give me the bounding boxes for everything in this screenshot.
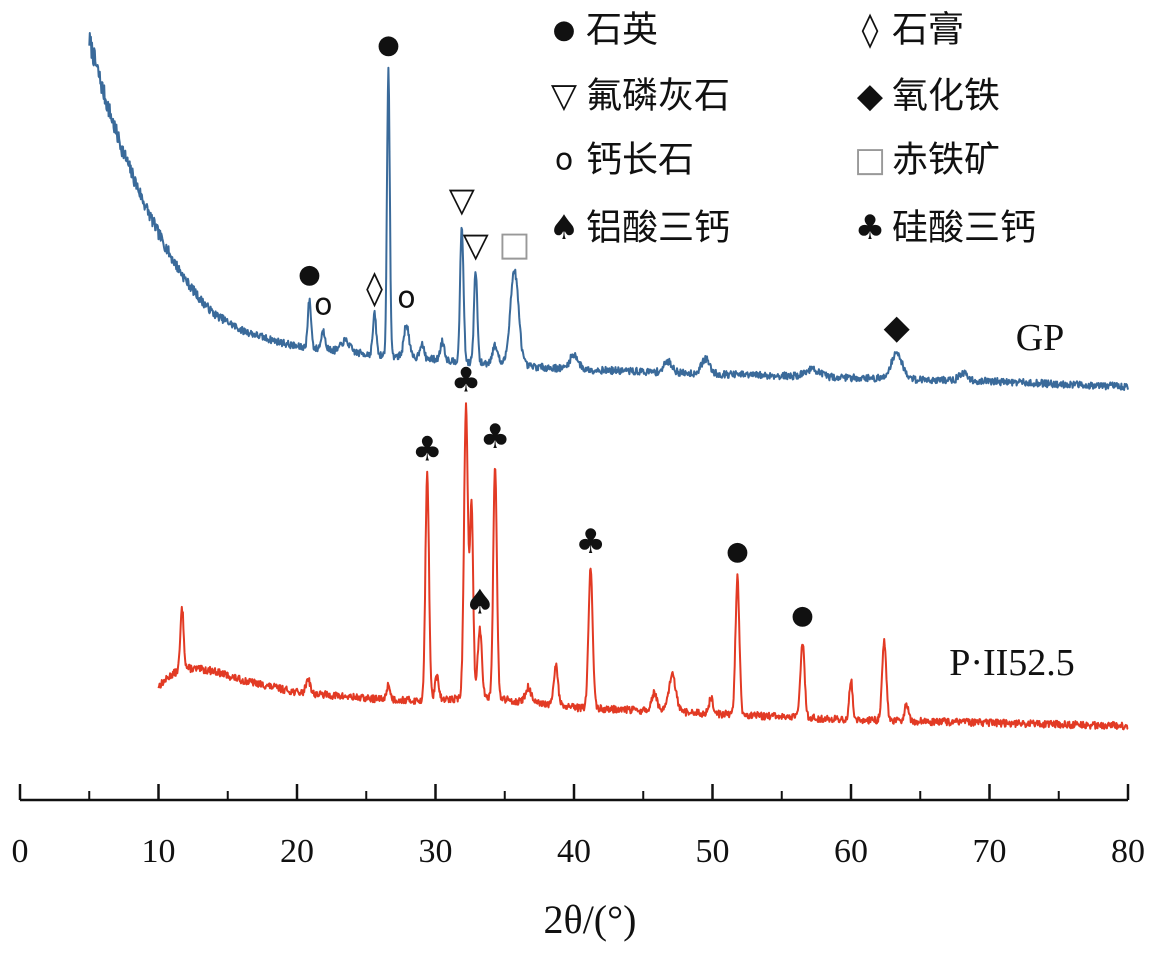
series-0: GP: [88, 32, 1129, 391]
legend-label: 氟磷灰石: [586, 76, 730, 117]
series-label: GP: [1016, 317, 1065, 359]
peak-marker: ♣: [412, 429, 442, 469]
peak-marker: ●: [791, 600, 814, 630]
peak-marker: o: [314, 288, 332, 323]
series-label: P·II52.5: [949, 642, 1075, 684]
legend-item: ◆ 氧化铁: [857, 76, 1000, 117]
legend-label: 氧化铁: [892, 76, 1000, 117]
peak-marker: ●: [553, 15, 576, 45]
peak-marker: o: [555, 143, 573, 178]
peak-marker: ◆: [857, 76, 884, 116]
legend-label: 赤铁矿: [892, 140, 1000, 181]
peak-marker: ♣: [855, 208, 885, 248]
legend-item: o 钙长石: [555, 140, 694, 181]
peak-marker: □: [854, 140, 886, 180]
legend-label: 铝酸三钙: [586, 208, 730, 249]
legend-item: □ 赤铁矿: [854, 140, 1000, 181]
legend-label: 钙长石: [586, 140, 694, 181]
peak-marker: ♣: [575, 522, 605, 562]
series-1: P·II52.5: [157, 402, 1129, 731]
peak-marker: □: [498, 225, 530, 265]
peak-marker: ▽: [551, 76, 578, 116]
peak-marker: ▽: [449, 180, 476, 220]
peak-marker: ◆: [884, 307, 911, 347]
peak-marker: ◊: [366, 268, 383, 308]
x-tick-label: 80: [1111, 833, 1145, 870]
series-layer: GP P·II52.5: [88, 32, 1129, 731]
peak-markers: ●o ◊●o▽▽ □◆♣♣♠♣♣ ●●: [298, 30, 911, 630]
legend-item: ● 石英: [553, 10, 658, 51]
peak-marker: o: [397, 281, 415, 316]
peak-marker: ♣: [480, 417, 510, 457]
peak-marker: ▽: [463, 225, 490, 265]
x-axis-title: 2θ/(°): [544, 897, 637, 942]
peak-marker: ♣: [451, 360, 481, 400]
series-line: [88, 32, 1129, 391]
peak-marker: ●: [726, 536, 749, 566]
x-tick-label: 50: [696, 833, 730, 870]
x-tick-label: 60: [834, 833, 868, 870]
legend-item: ◊ 石膏: [862, 10, 964, 51]
series-line: [157, 402, 1129, 731]
peak-marker: ♠: [465, 583, 495, 623]
legend-label: 石英: [586, 10, 658, 51]
legend-item: ♠ 铝酸三钙: [549, 208, 730, 249]
peak-marker: ◊: [862, 10, 879, 50]
peak-marker: ●: [377, 30, 400, 60]
peak-marker: ●: [298, 259, 321, 289]
x-tick-label: 10: [142, 833, 176, 870]
legend-label: 硅酸三钙: [892, 208, 1036, 249]
x-axis: 0 10 20 30 40 50 60 70 80: [12, 784, 1145, 870]
x-tick-label: 40: [557, 833, 591, 870]
x-tick-label: 30: [419, 833, 453, 870]
x-tick-label: 0: [12, 833, 29, 870]
legend-item: ▽ 氟磷灰石: [551, 76, 730, 117]
peak-marker: ♠: [549, 208, 579, 248]
legend: ● 石英 ◊ 石膏 ▽ 氟磷灰石 ◆ 氧化铁 o 钙长石 □ 赤铁矿 ♠ 铝酸三钙 ♣ 硅酸三钙: [549, 10, 1036, 249]
legend-label: 石膏: [892, 10, 964, 51]
x-tick-label: 20: [280, 833, 314, 870]
legend-item: ♣ 硅酸三钙: [855, 208, 1036, 249]
x-tick-label: 70: [973, 833, 1007, 870]
